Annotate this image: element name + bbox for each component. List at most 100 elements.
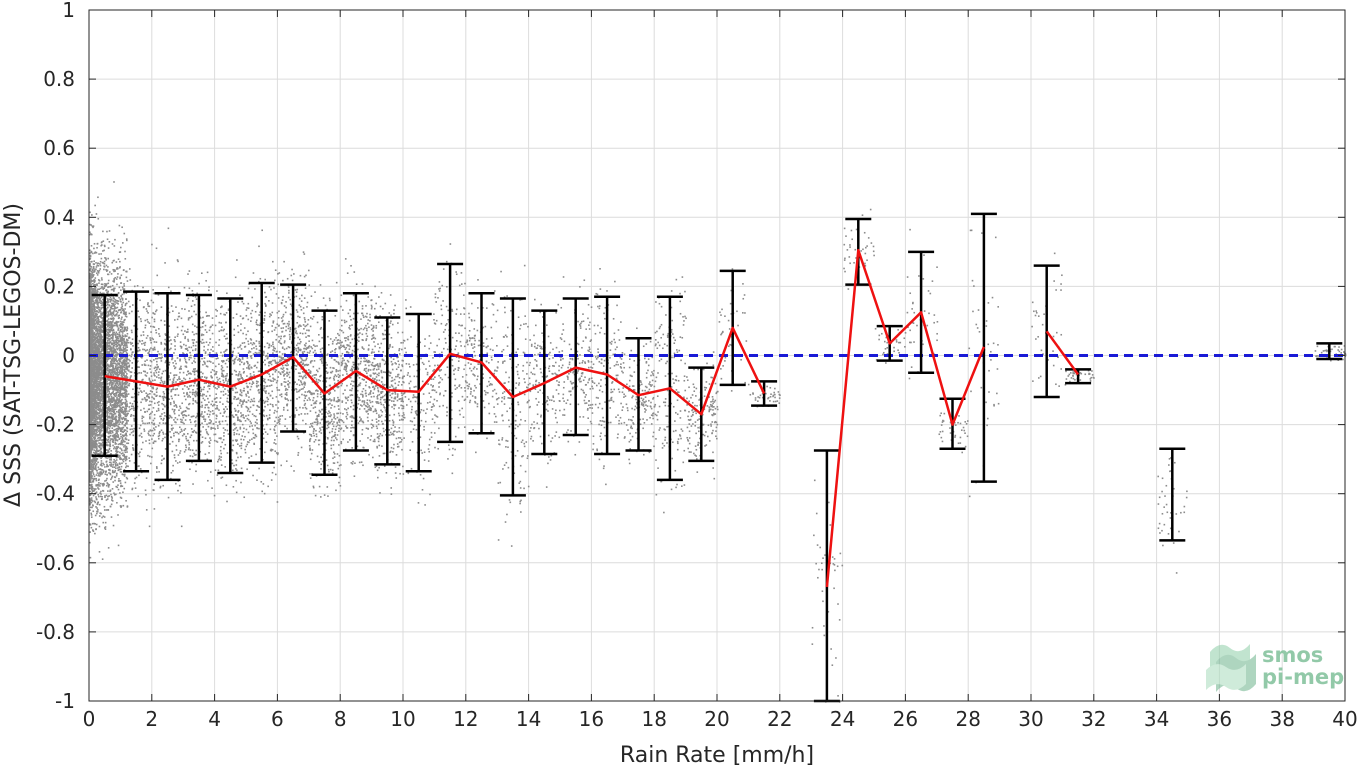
scatter-point bbox=[115, 321, 117, 324]
scatter-point bbox=[89, 450, 91, 453]
scatter-point bbox=[112, 408, 114, 410]
scatter-point bbox=[114, 370, 116, 372]
scatter-point bbox=[89, 445, 91, 448]
scatter-point bbox=[94, 465, 97, 467]
scatter-point bbox=[100, 460, 103, 462]
scatter-point bbox=[120, 484, 122, 487]
scatter-point bbox=[94, 461, 97, 464]
scatter-point bbox=[95, 213, 98, 215]
scatter-point bbox=[126, 427, 129, 430]
scatter-point bbox=[125, 292, 128, 294]
scatter-point bbox=[90, 324, 93, 326]
scatter-point bbox=[89, 257, 92, 260]
scatter-point bbox=[117, 456, 119, 459]
scatter-point bbox=[110, 328, 113, 330]
scatter-point bbox=[111, 317, 113, 320]
scatter-point bbox=[90, 442, 93, 444]
scatter-point bbox=[110, 311, 112, 314]
scatter-point bbox=[95, 379, 97, 381]
scatter-point bbox=[89, 462, 91, 464]
scatter-point bbox=[106, 368, 109, 370]
scatter-point bbox=[94, 277, 97, 279]
scatter-point bbox=[116, 267, 118, 269]
scatter-point bbox=[99, 426, 102, 429]
scatter-point bbox=[116, 354, 118, 357]
scatter-point bbox=[89, 451, 92, 454]
scatter-point bbox=[111, 499, 113, 501]
scatter-point bbox=[118, 349, 121, 351]
scatter-point bbox=[96, 413, 98, 416]
scatter-point bbox=[119, 322, 122, 325]
scatter-point bbox=[96, 302, 99, 305]
scatter-point bbox=[89, 307, 91, 310]
scatter-point bbox=[91, 401, 94, 403]
scatter-point bbox=[99, 297, 102, 300]
scatter-point bbox=[90, 447, 93, 449]
scatter-point bbox=[126, 326, 128, 329]
scatter-point bbox=[89, 506, 92, 509]
scatter-point bbox=[112, 268, 115, 271]
scatter-point bbox=[114, 408, 117, 411]
scatter-point bbox=[121, 436, 124, 439]
scatter-point bbox=[123, 389, 125, 391]
scatter-point bbox=[92, 530, 95, 532]
scatter-point bbox=[111, 401, 113, 404]
scatter-point bbox=[105, 309, 108, 312]
scatter-point bbox=[96, 425, 99, 428]
scatter-point bbox=[121, 485, 124, 487]
scatter-point bbox=[92, 284, 95, 287]
scatter-point bbox=[117, 514, 119, 516]
scatter-point bbox=[99, 327, 102, 329]
scatter-point bbox=[92, 327, 94, 330]
scatter-point bbox=[116, 352, 118, 354]
scatter-point bbox=[99, 264, 102, 267]
scatter-point bbox=[93, 357, 96, 359]
scatter-point bbox=[100, 331, 102, 333]
scatter-point bbox=[119, 276, 121, 279]
scatter-point bbox=[92, 490, 94, 493]
scatter-point bbox=[126, 403, 128, 405]
scatter-point bbox=[102, 288, 105, 290]
scatter-point bbox=[95, 428, 97, 431]
scatter-point bbox=[105, 330, 108, 333]
scatter-point bbox=[116, 364, 119, 366]
scatter-point bbox=[121, 366, 124, 369]
scatter-point bbox=[98, 364, 101, 366]
scatter-point bbox=[102, 489, 104, 492]
scatter-point bbox=[91, 522, 94, 525]
scatter-point bbox=[118, 409, 121, 411]
scatter-point bbox=[119, 482, 122, 484]
scatter-point bbox=[96, 423, 98, 425]
scatter-point bbox=[118, 419, 121, 421]
scatter-point bbox=[102, 422, 104, 425]
scatter-point bbox=[94, 359, 97, 362]
scatter-point bbox=[93, 426, 96, 428]
scatter-point bbox=[122, 350, 125, 353]
scatter-point bbox=[89, 280, 91, 283]
scatter-point bbox=[94, 338, 97, 341]
scatter-point bbox=[120, 366, 122, 369]
scatter-point bbox=[113, 461, 115, 464]
scatter-point bbox=[105, 465, 108, 468]
scatter-point bbox=[107, 290, 110, 293]
scatter-point bbox=[96, 351, 99, 354]
scatter-point bbox=[92, 417, 94, 419]
scatter-point bbox=[106, 391, 108, 394]
scatter-point bbox=[117, 267, 119, 270]
scatter-point bbox=[108, 328, 111, 331]
scatter-point bbox=[115, 278, 118, 280]
scatter-point bbox=[96, 483, 99, 486]
scatter-point bbox=[93, 500, 96, 503]
scatter-point bbox=[109, 440, 112, 442]
scatter-point bbox=[106, 431, 108, 434]
scatter-point bbox=[117, 337, 120, 340]
scatter-point bbox=[107, 311, 109, 313]
scatter-point bbox=[89, 487, 91, 490]
scatter-point bbox=[89, 343, 91, 345]
scatter-point bbox=[107, 438, 110, 441]
scatter-point bbox=[107, 300, 109, 302]
scatter-point bbox=[94, 514, 97, 517]
scatter-point bbox=[98, 345, 100, 348]
scatter-point bbox=[100, 490, 102, 493]
scatter-point bbox=[97, 307, 100, 309]
